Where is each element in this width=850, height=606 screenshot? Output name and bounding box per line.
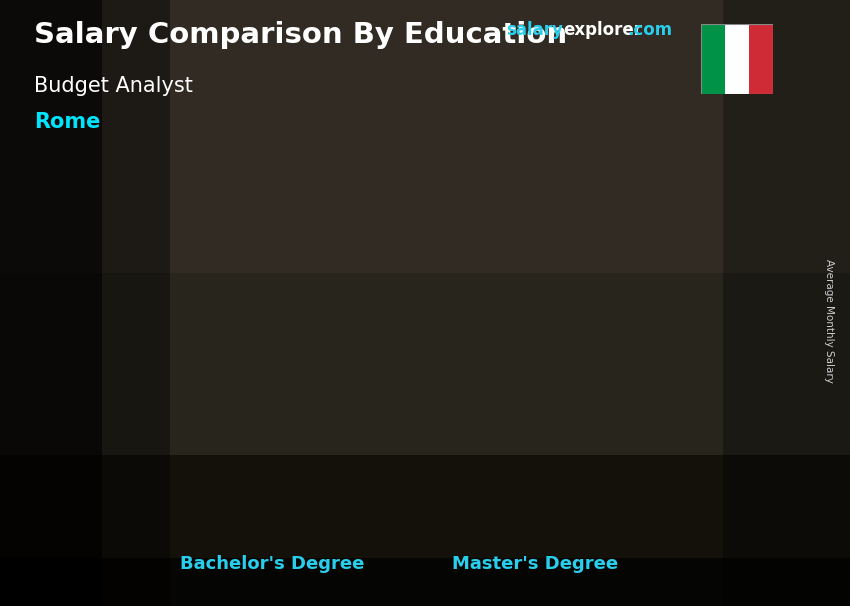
Bar xyxy=(0,0,170,606)
Text: explorer: explorer xyxy=(564,21,643,39)
Bar xyxy=(227,271,326,527)
Bar xyxy=(0,454,850,606)
Text: Salary Comparison By Education: Salary Comparison By Education xyxy=(34,21,567,49)
Text: .com: .com xyxy=(627,21,672,39)
Bar xyxy=(326,271,343,527)
Text: Rome: Rome xyxy=(34,112,100,132)
Bar xyxy=(560,172,577,527)
Bar xyxy=(0,0,102,606)
Bar xyxy=(701,24,725,94)
Text: 3,690 EUR: 3,690 EUR xyxy=(224,238,328,256)
Bar xyxy=(0,273,850,454)
Bar xyxy=(462,172,577,181)
Text: Average Monthly Salary: Average Monthly Salary xyxy=(824,259,834,383)
Text: Master's Degree: Master's Degree xyxy=(452,554,619,573)
Bar xyxy=(462,172,560,527)
Bar xyxy=(725,24,750,94)
Text: salary: salary xyxy=(506,21,563,39)
Text: +39%: +39% xyxy=(337,82,435,111)
Bar xyxy=(0,558,850,606)
Text: Bachelor's Degree: Bachelor's Degree xyxy=(180,554,364,573)
Bar xyxy=(227,271,343,278)
Bar xyxy=(750,24,774,94)
Bar xyxy=(0,0,850,273)
Bar xyxy=(722,0,850,606)
Text: 5,120 EUR: 5,120 EUR xyxy=(459,139,563,157)
Text: Budget Analyst: Budget Analyst xyxy=(34,76,193,96)
